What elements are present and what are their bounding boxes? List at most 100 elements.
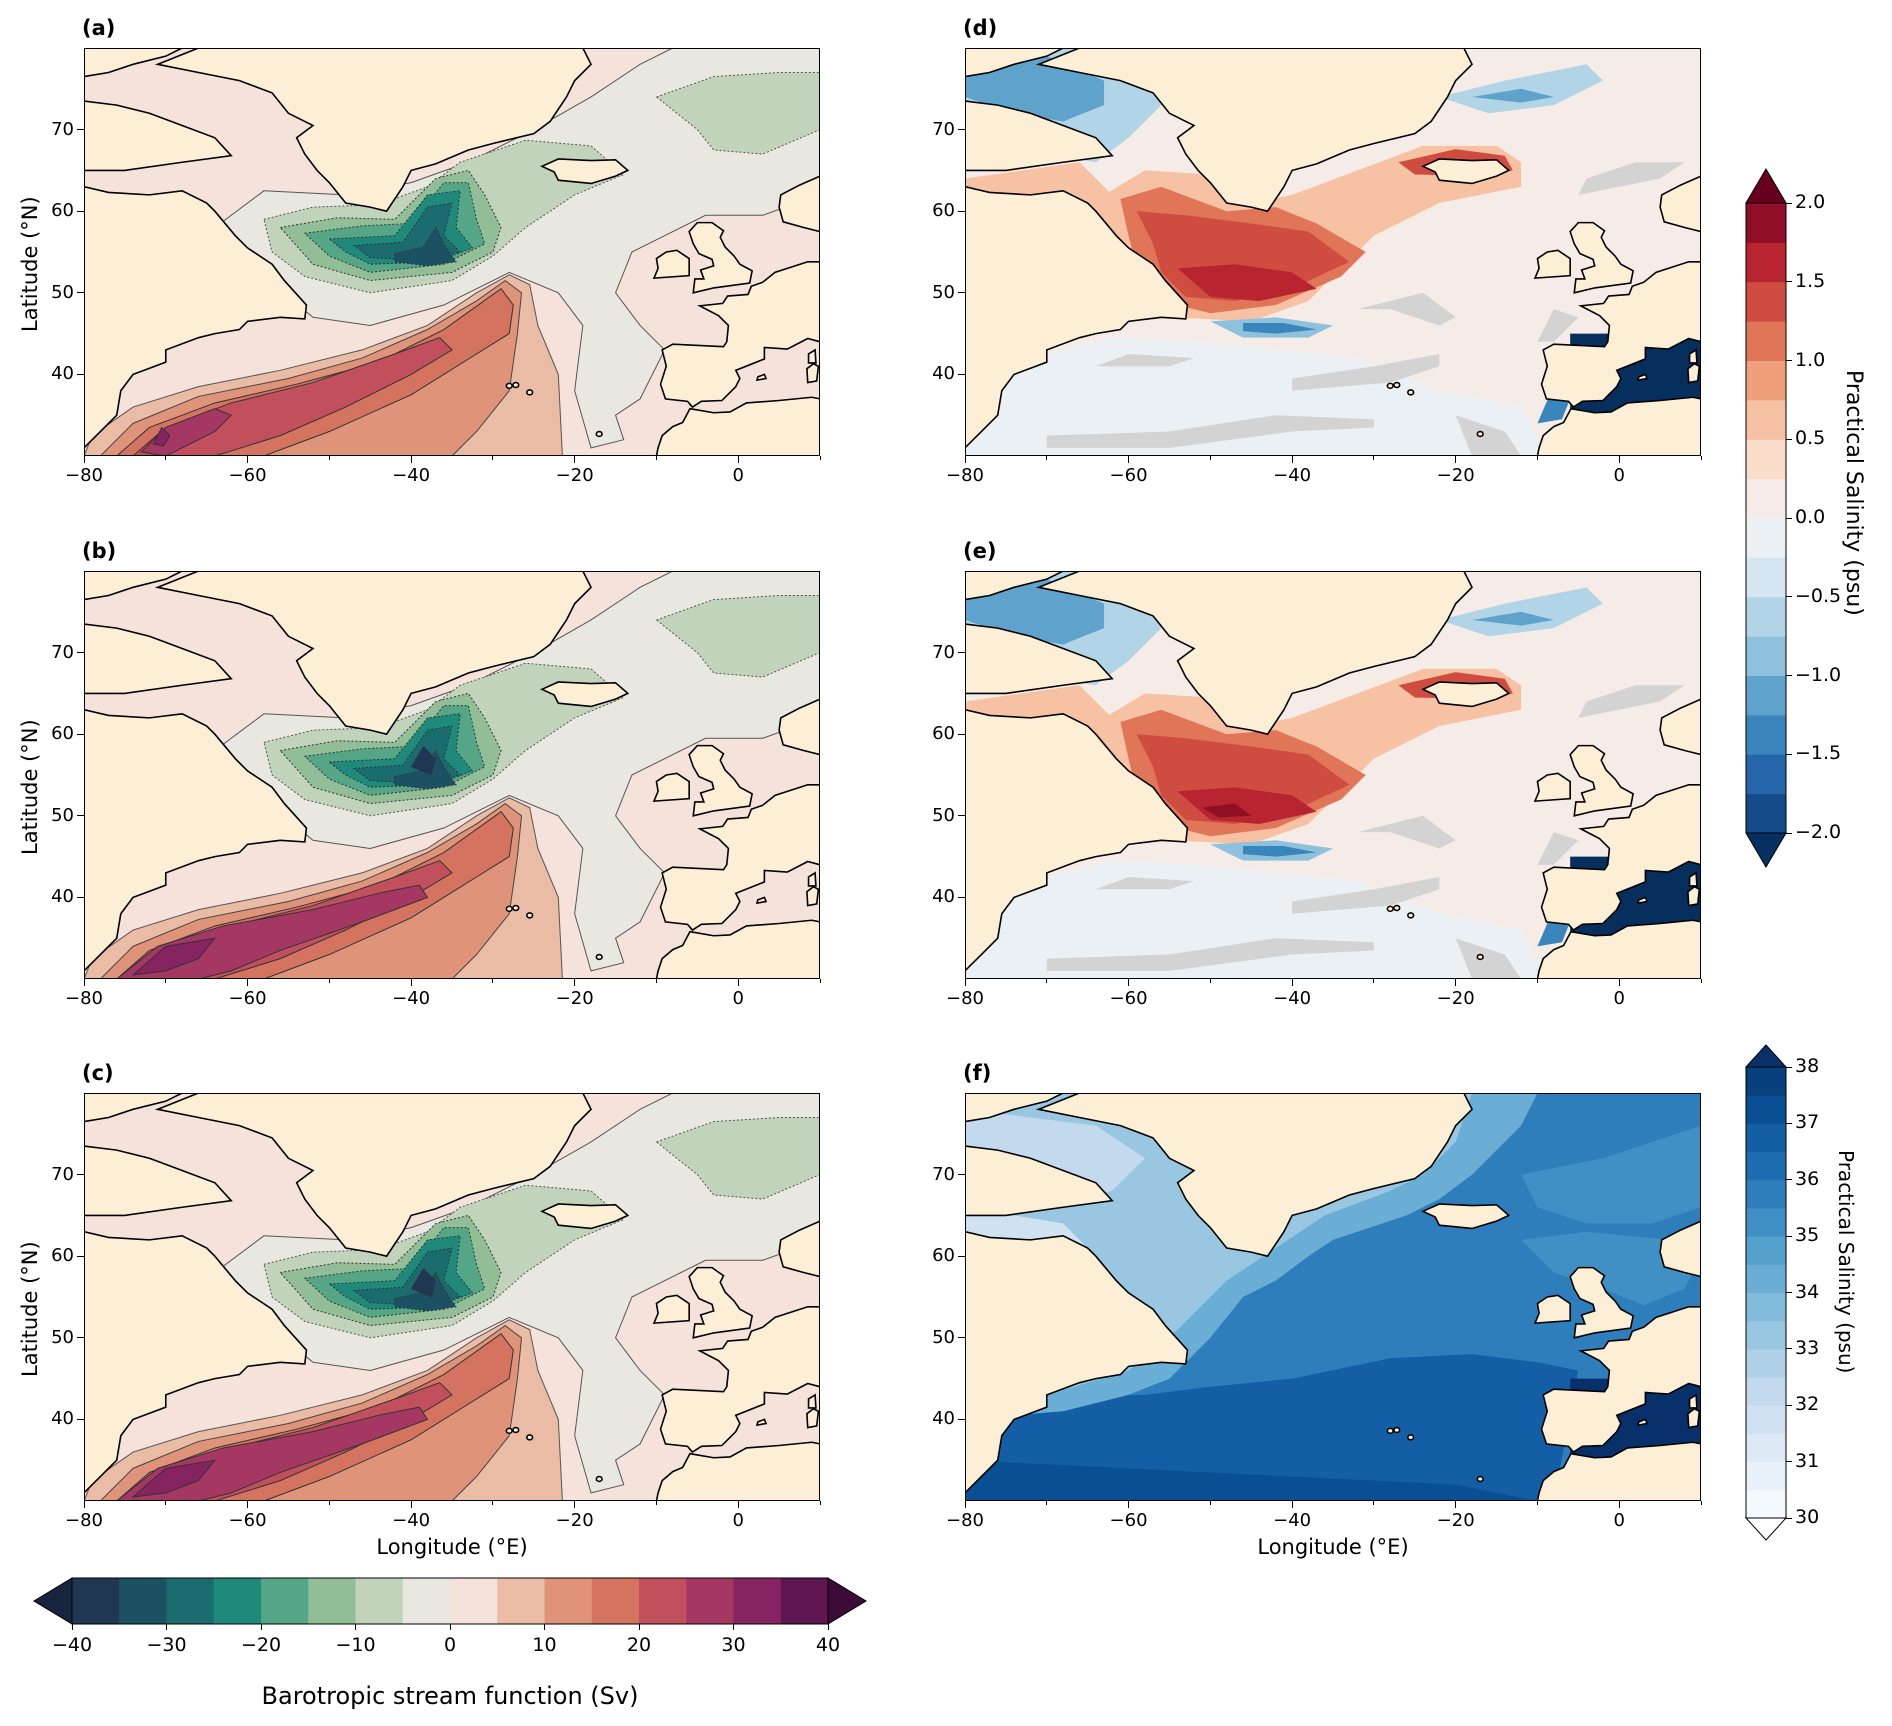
norway-land bbox=[779, 176, 820, 231]
y-tick-label: 70 bbox=[51, 118, 74, 140]
sardinia-land bbox=[807, 887, 818, 906]
x-tick-mark bbox=[964, 456, 966, 463]
colorbar-level bbox=[261, 1578, 309, 1624]
colorbar-level bbox=[450, 1578, 498, 1624]
greenland-land bbox=[1039, 571, 1472, 734]
africa-land bbox=[1537, 1442, 1701, 1501]
y-tick-mark bbox=[958, 896, 965, 898]
panel-label-b: (b) bbox=[82, 539, 117, 563]
azores-madeira-island bbox=[596, 1477, 602, 1482]
y-tick-label: 40 bbox=[932, 1408, 955, 1430]
panel-label-c: (c) bbox=[82, 1061, 114, 1085]
map-plot-area bbox=[965, 1093, 1701, 1501]
x-minor-tick-mark bbox=[1700, 979, 1702, 983]
ireland-land bbox=[654, 773, 689, 801]
colorbar-level bbox=[1746, 636, 1786, 676]
colorbar-under-triangle bbox=[1745, 1517, 1787, 1541]
salinity-anomaly-gulf-of-cadiz bbox=[1537, 394, 1571, 424]
y-tick-label: 50 bbox=[932, 281, 955, 303]
y-tick-mark bbox=[958, 733, 965, 735]
greenland-land bbox=[158, 1093, 591, 1256]
x-minor-tick-mark bbox=[1209, 456, 1211, 460]
colorbar-tick-mark bbox=[355, 1624, 356, 1630]
corsica-land bbox=[1690, 1395, 1697, 1408]
x-tick-mark bbox=[964, 979, 966, 986]
y-tick-mark bbox=[958, 1255, 965, 1257]
greenland-land bbox=[1039, 1093, 1472, 1256]
contour-30-to-35 bbox=[154, 427, 170, 446]
x-tick-mark bbox=[1128, 1501, 1130, 1508]
x-tick-mark bbox=[83, 979, 85, 986]
map-plot-area bbox=[84, 48, 820, 456]
land-sea-mask-gray-patch bbox=[1357, 815, 1456, 849]
y-tick-label: 50 bbox=[932, 804, 955, 826]
mallorca-land bbox=[757, 897, 766, 903]
y-tick-mark bbox=[77, 733, 84, 735]
contour-minus10-to-minus5-norwegian-sea bbox=[656, 1117, 820, 1199]
azores-madeira-island bbox=[596, 955, 602, 960]
salinity-anomaly-very-salty-core bbox=[1177, 787, 1317, 824]
salinity-anomaly-fresh-greenland-sea-core bbox=[1472, 88, 1554, 103]
colorbar-tick-label: −40 bbox=[51, 1634, 93, 1656]
x-tick-label: 0 bbox=[1613, 988, 1625, 1009]
map-panel-d bbox=[965, 48, 1701, 456]
colorbar-level bbox=[1746, 1292, 1786, 1322]
x-minor-tick-mark bbox=[328, 979, 330, 983]
colorbar-level bbox=[1746, 1405, 1786, 1434]
salinity-subtropical-high bbox=[965, 1354, 1579, 1501]
colorbar-level bbox=[1746, 360, 1786, 401]
y-tick-label: 40 bbox=[51, 363, 74, 385]
x-tick-mark bbox=[1291, 1501, 1293, 1508]
colorbar-level bbox=[1746, 518, 1786, 558]
land-sea-mask-gray-patch bbox=[1455, 938, 1522, 979]
y-tick-label: 60 bbox=[51, 1245, 74, 1267]
land-sea-mask-gray-patch bbox=[1095, 877, 1194, 890]
x-minor-tick-mark bbox=[1209, 1501, 1211, 1505]
y-tick-mark bbox=[958, 1418, 965, 1420]
colorbar-level bbox=[780, 1578, 829, 1624]
map-panel-f bbox=[965, 1093, 1701, 1501]
ireland-land bbox=[1535, 250, 1570, 278]
x-axis-label: Longitude (°E) bbox=[376, 1535, 528, 1559]
colorbar-level bbox=[355, 1578, 404, 1624]
north-america-land bbox=[965, 187, 1187, 456]
y-tick-mark bbox=[77, 210, 84, 212]
streamfunction-colorbar bbox=[33, 1577, 867, 1625]
x-minor-tick-mark bbox=[1536, 456, 1538, 460]
y-tick-label: 70 bbox=[932, 1163, 955, 1185]
salinity-anomaly-slightly-fresh-south bbox=[965, 337, 1546, 456]
x-tick-mark bbox=[1291, 979, 1293, 986]
azores-madeira-island bbox=[1408, 913, 1414, 918]
colorbar-level bbox=[308, 1578, 356, 1624]
colorbar-level bbox=[1746, 1123, 1786, 1153]
y-tick-label: 40 bbox=[51, 886, 74, 908]
azores-madeira-island bbox=[513, 1428, 519, 1433]
colorbar-level bbox=[1746, 242, 1786, 283]
colorbar-tick-mark bbox=[1786, 360, 1792, 361]
europe-land bbox=[1542, 262, 1701, 407]
great-britain-land bbox=[689, 223, 752, 293]
contour-minus40-to-minus35 bbox=[411, 746, 436, 775]
contour-30-to-35-b bbox=[133, 938, 215, 975]
contour-30-to-35-b bbox=[133, 1460, 215, 1497]
x-tick-mark bbox=[1455, 456, 1457, 463]
colorbar-tick-mark bbox=[1786, 438, 1792, 440]
colorbar-tick-mark bbox=[1786, 1122, 1792, 1124]
colorbar-tick-mark bbox=[638, 1624, 640, 1630]
x-tick-mark bbox=[410, 456, 412, 463]
colorbar-tick-mark bbox=[827, 1624, 829, 1630]
azores-madeira-island bbox=[527, 390, 533, 395]
colorbar-level bbox=[1746, 714, 1786, 755]
colorbar-tick-mark bbox=[1786, 202, 1792, 204]
iceland-land bbox=[1423, 1204, 1509, 1228]
x-tick-mark bbox=[247, 1501, 249, 1508]
x-tick-label: −20 bbox=[555, 1510, 594, 1531]
x-tick-mark bbox=[83, 1501, 85, 1508]
colorbar-tick-label: 34 bbox=[1795, 1280, 1820, 1303]
colorbar-level bbox=[1746, 321, 1786, 361]
y-tick-label: 60 bbox=[932, 1245, 955, 1267]
norway-land bbox=[1660, 699, 1701, 754]
colorbar-tick-label: 0.0 bbox=[1795, 506, 1826, 528]
colorbar-tick-label: 1.5 bbox=[1795, 269, 1826, 292]
x-tick-mark bbox=[1618, 456, 1620, 463]
